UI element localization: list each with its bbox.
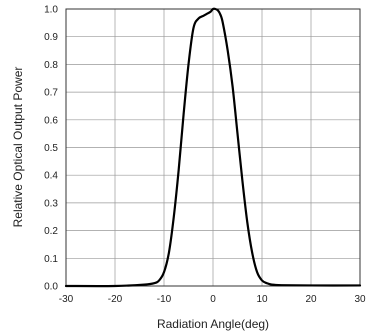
y-axis-title: Relative Optical Output Power: [11, 67, 25, 228]
x-tick-label: 0: [210, 294, 216, 305]
y-tick-label: 0.7: [44, 88, 58, 99]
y-tick-label: 0.9: [44, 32, 58, 43]
y-tick-label: 0.4: [44, 171, 58, 182]
y-tick-label: 0.2: [44, 226, 58, 237]
y-tick-label: 1.0: [44, 5, 58, 16]
x-axis-title: Radiation Angle(deg): [157, 317, 269, 331]
y-tick-label: 0.3: [44, 198, 58, 209]
x-tick-label: -10: [157, 294, 172, 305]
y-tick-label: 0.1: [44, 254, 58, 265]
x-tick-label: -30: [59, 294, 74, 305]
y-tick-label: 0.5: [44, 143, 58, 154]
series-group: [64, 7, 362, 288]
x-tick-label: -20: [108, 294, 123, 305]
x-tick-label: 30: [354, 294, 366, 305]
y-tick-label: 0.8: [44, 60, 58, 71]
y-tick-label: 0.6: [44, 115, 58, 126]
grid: [65, 8, 361, 287]
y-tick-label: 0.0: [44, 282, 58, 293]
x-tick-labels: -30 -20 -10 0 10 20 30: [59, 294, 366, 305]
x-tick-label: 10: [256, 294, 268, 305]
series-line: [64, 7, 362, 288]
y-tick-labels: 0.0 0.1 0.2 0.3 0.4 0.5 0.6 0.7 0.8 0.9 1.0: [44, 5, 58, 293]
x-tick-label: 20: [305, 294, 317, 305]
